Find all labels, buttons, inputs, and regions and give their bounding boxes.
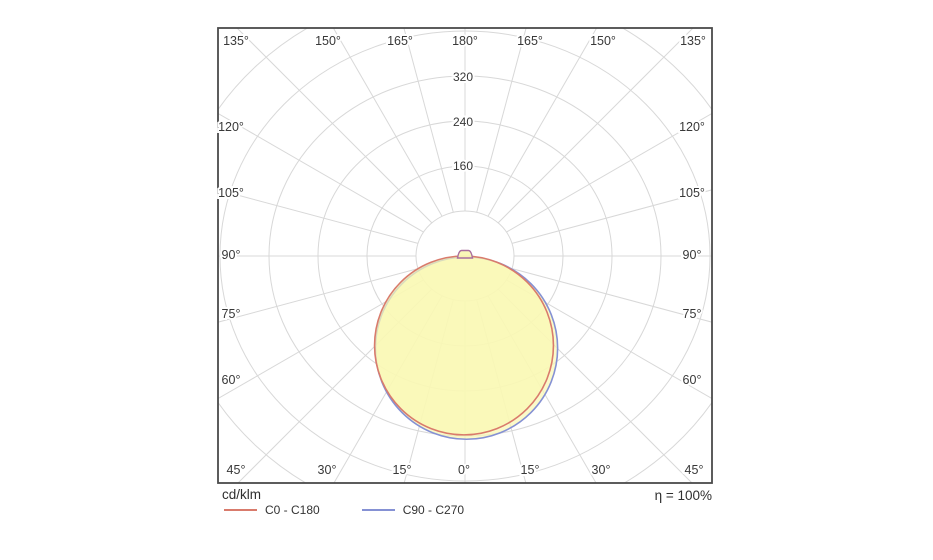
legend-label-c0-c180: C0 - C180 [265,503,320,517]
grid-spoke-225 [236,28,433,224]
angle-label-left: 60° [222,373,241,387]
angle-label-right: 60° [683,373,702,387]
angle-label-bottom: 15° [521,463,540,477]
angle-label-bottom: 0° [458,463,470,477]
grid-spoke-165 [476,28,527,213]
curve-c0-c180 [373,255,555,436]
angle-label-right: 120° [679,120,705,134]
radial-tick-label: 160 [453,159,473,173]
grid-spoke-135 [497,28,694,224]
angle-label-top: 165° [387,34,413,48]
efficiency-label: η = 100% [654,488,712,503]
distribution-curves [373,249,559,441]
angle-label-bottom: 15° [393,463,412,477]
grid-spoke-150 [487,28,598,217]
grid-spoke-75 [511,268,712,323]
angle-label-left: 105° [218,186,244,200]
grid-spoke-60 [506,279,712,400]
angle-label-right: 75° [683,307,702,321]
legend-label-c90-c270: C90 - C270 [402,503,465,517]
radial-tick-label: 320 [453,70,473,84]
angle-label-bottom: 45° [685,463,704,477]
angle-label-top: 150° [315,34,341,48]
grid-spoke-240 [218,112,424,233]
angle-label-top: 135° [680,34,706,48]
legend-swatch-c90-c270 [361,509,395,511]
grid-spoke-285 [218,268,419,323]
angle-label-right: 90° [683,248,702,262]
grid-spoke-105 [511,189,712,244]
plot-frame [217,27,713,484]
angle-label-top: 150° [590,34,616,48]
unit-label: cd/klm [222,487,262,502]
grid-spoke-315 [237,288,433,483]
axis-labels: 135° 150° 165° 180° 165° 150° 135° 45° 30° 15° 0° 1… [216,32,708,479]
angle-label-bottom: 30° [318,463,337,477]
angle-label-top: 135° [223,34,249,48]
grid-spoke-300 [218,279,424,400]
legend-swatch-c0-c180 [224,509,257,511]
angle-label-top: 165° [517,34,543,48]
curve-horizontal-nub [456,249,474,259]
angle-label-left: 75° [222,307,241,321]
grid-spoke-195 [403,28,454,213]
chart-legend: C0 - C180 C90 - C270 [224,503,506,517]
angle-label-top: 180° [452,34,478,48]
grid-spoke-45 [497,288,693,483]
radial-tick-label: 240 [453,115,473,129]
angle-label-left: 120° [218,120,244,134]
grid-spoke-120 [506,112,712,233]
angle-label-left: 90° [222,248,241,262]
angle-label-bottom: 45° [227,463,246,477]
grid-spoke-210 [332,28,443,217]
grid-spoke-255 [218,189,419,244]
angle-label-bottom: 30° [592,463,611,477]
angle-label-right: 105° [679,186,705,200]
